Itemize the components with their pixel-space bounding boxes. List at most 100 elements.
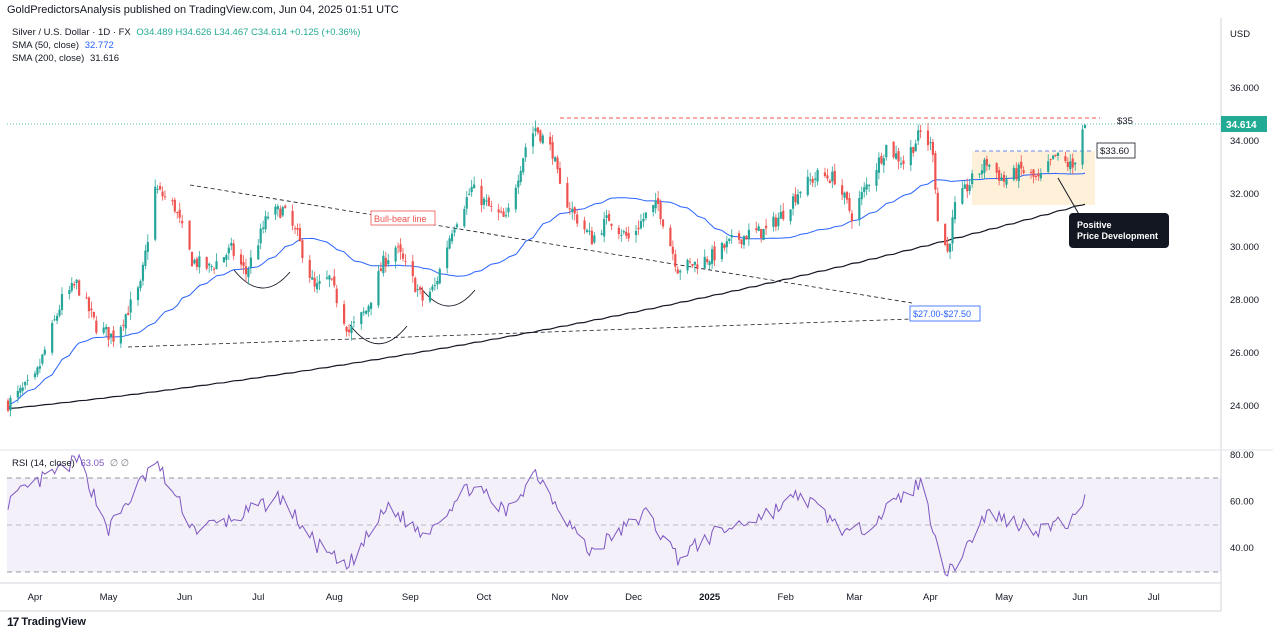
- rsi-extra: ∅ ∅: [109, 458, 130, 469]
- candle-body-143: [500, 211, 503, 213]
- candle-body-77: [274, 206, 277, 215]
- candle-body-148: [517, 180, 520, 188]
- time-tick-2: Jun: [177, 592, 192, 603]
- candle-body-227: [789, 209, 792, 222]
- candle-body-142: [497, 209, 500, 213]
- candle-body-136: [473, 184, 476, 189]
- symbol-legend[interactable]: Silver / U.S. Dollar · 1D · FX O34.489 H…: [12, 27, 360, 38]
- candle-body-191: [661, 219, 665, 227]
- candle-body-223: [774, 217, 777, 227]
- candle-body-293: [1015, 168, 1018, 179]
- candle-body-55: [195, 258, 199, 267]
- price-tick-4: 32.000: [1230, 189, 1259, 200]
- candle-body-31: [112, 330, 115, 342]
- price-tick-3: 30.000: [1230, 242, 1259, 253]
- candle-body-16: [60, 294, 64, 310]
- candle-body-14: [55, 315, 59, 321]
- rsi-legend[interactable]: RSI (14, close) 63.05 ∅ ∅: [12, 458, 129, 469]
- time-tick-3: Jul: [252, 592, 264, 603]
- candle-body-311: [1074, 162, 1077, 165]
- candle-body-107: [377, 271, 380, 306]
- candle-body-169: [588, 230, 591, 232]
- candle-body-60: [212, 268, 216, 270]
- candle-body-61: [215, 261, 218, 270]
- time-tick-14: Jun: [1072, 592, 1087, 603]
- candle-body-133: [465, 197, 468, 209]
- candle-body-231: [799, 191, 802, 194]
- candle-body-242: [841, 185, 844, 195]
- candle-body-258: [894, 153, 898, 159]
- candles-group: [6, 120, 1087, 417]
- candle-body-201: [696, 264, 699, 269]
- candle-body-123: [431, 286, 434, 290]
- candle-body-22: [85, 297, 88, 299]
- candle-body-304: [1052, 155, 1055, 159]
- candle-body-34: [124, 314, 127, 329]
- candle-body-175: [607, 214, 611, 222]
- candle-body-83: [293, 228, 297, 230]
- candle-body-11: [43, 349, 46, 355]
- candle-body-253: [877, 157, 881, 173]
- candle-body-200: [693, 261, 697, 265]
- candle-body-45: [161, 191, 164, 197]
- currency-label[interactable]: USD: [1230, 29, 1250, 40]
- rsi-axis-ticks: 40.00 60.00 80.00: [1230, 450, 1254, 554]
- candle-body-221: [764, 225, 768, 229]
- candle-body-75: [264, 216, 267, 230]
- candle-body-199: [691, 263, 694, 266]
- candle-body-182: [634, 230, 638, 236]
- candle-body-24: [90, 308, 93, 311]
- candle-body-279: [966, 184, 969, 192]
- candle-body-192: [669, 227, 672, 247]
- time-tick-8: Dec: [625, 592, 642, 603]
- candle-body-205: [710, 249, 714, 264]
- candle-body-287: [995, 163, 998, 173]
- candle-body-46: [163, 196, 167, 198]
- candle-body-106: [369, 302, 373, 309]
- candle-body-276: [953, 202, 957, 220]
- candle-body-118: [414, 277, 417, 293]
- candle-body-184: [639, 221, 643, 229]
- candle-body-283: [980, 170, 984, 175]
- candle-body-248: [860, 192, 863, 200]
- sma50-legend[interactable]: SMA (50, close) 32.772: [12, 40, 114, 51]
- candle-body-307: [1064, 156, 1067, 161]
- ascending-support-line: [127, 318, 913, 348]
- candle-body-49: [176, 212, 179, 214]
- candle-body-215: [745, 235, 748, 240]
- support-label-box: [1096, 142, 1136, 159]
- candle-body-128: [448, 238, 451, 249]
- candle-body-62: [222, 257, 225, 263]
- bull-bear-label-box: [370, 210, 436, 226]
- sma200-legend[interactable]: SMA (200, close) 31.616: [12, 53, 119, 64]
- candle-body-4: [21, 387, 24, 391]
- candle-body-263: [912, 147, 915, 153]
- candle-body-25: [92, 311, 95, 318]
- resistance-label: $35: [1117, 116, 1133, 127]
- candle-body-41: [146, 242, 149, 252]
- candle-body-5: [24, 382, 27, 386]
- candle-body-222: [772, 216, 775, 227]
- candle-body-69: [244, 266, 248, 275]
- price-tick-2: 28.000: [1230, 295, 1259, 306]
- price-tick-5: 34.000: [1230, 136, 1259, 147]
- candle-body-102: [360, 312, 363, 324]
- candle-body-208: [723, 244, 726, 249]
- candle-body-127: [446, 247, 449, 269]
- candle-body-217: [755, 228, 758, 231]
- candle-body-98: [345, 326, 348, 332]
- candle-body-180: [625, 231, 628, 236]
- candle-body-294: [1017, 164, 1020, 181]
- tradingview-brand[interactable]: 17 TradingView: [7, 615, 86, 629]
- candle-body-93: [328, 275, 331, 280]
- candle-body-21: [78, 280, 81, 296]
- candle-body-116: [404, 260, 407, 262]
- candle-body-247: [858, 198, 861, 220]
- candle-body-3: [19, 387, 22, 393]
- candle-body-219: [760, 228, 763, 238]
- candle-body-109: [382, 255, 385, 274]
- candle-body-235: [814, 178, 817, 180]
- time-tick-11: Mar: [846, 592, 862, 603]
- candle-body-110: [384, 257, 387, 267]
